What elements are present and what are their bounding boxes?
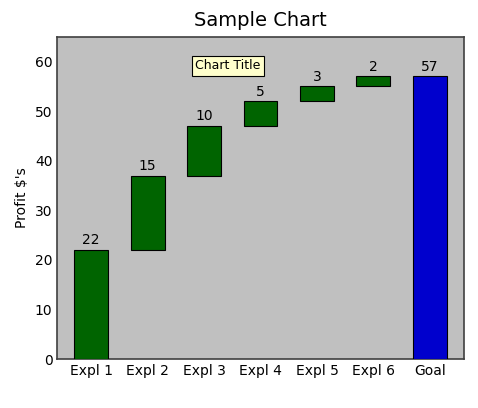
Bar [357, 76, 391, 86]
Text: 5: 5 [256, 85, 265, 99]
Text: Chart Title: Chart Title [196, 59, 261, 72]
Bar [74, 250, 108, 359]
Text: 22: 22 [83, 233, 100, 248]
Bar [300, 86, 334, 101]
Text: 15: 15 [139, 159, 156, 173]
Text: 10: 10 [196, 109, 213, 124]
Bar [130, 175, 164, 250]
Text: 2: 2 [369, 60, 378, 74]
Y-axis label: Profit $'s: Profit $'s [15, 168, 29, 228]
Bar [244, 101, 277, 126]
Title: Sample Chart: Sample Chart [194, 11, 327, 30]
Bar [187, 126, 221, 175]
Text: 3: 3 [313, 70, 321, 84]
Bar [413, 76, 447, 359]
Text: 57: 57 [421, 60, 438, 74]
